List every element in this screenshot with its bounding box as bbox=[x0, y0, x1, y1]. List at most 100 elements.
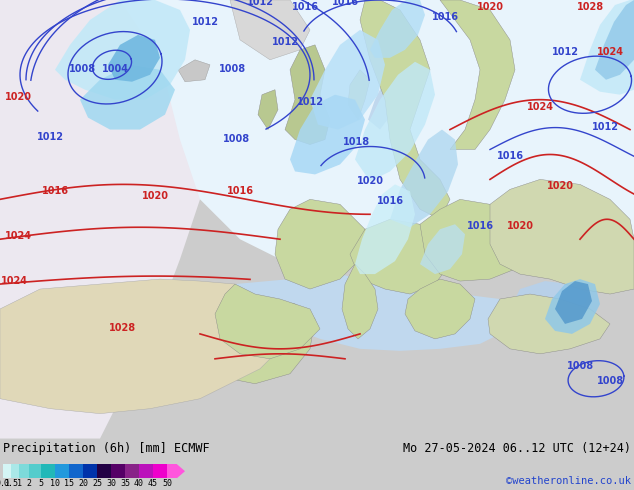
Text: 1024: 1024 bbox=[4, 231, 32, 241]
Bar bbox=[19, 465, 29, 478]
Polygon shape bbox=[0, 279, 280, 414]
Text: 1020: 1020 bbox=[477, 2, 503, 12]
Polygon shape bbox=[405, 279, 475, 339]
Polygon shape bbox=[488, 294, 610, 354]
Text: 1004: 1004 bbox=[101, 64, 129, 74]
Text: 1008: 1008 bbox=[219, 64, 245, 74]
Text: 1020: 1020 bbox=[4, 92, 32, 101]
Text: 1012: 1012 bbox=[297, 97, 323, 107]
Text: 1008: 1008 bbox=[566, 361, 593, 371]
Text: 1016: 1016 bbox=[432, 12, 458, 22]
Polygon shape bbox=[215, 284, 320, 359]
Polygon shape bbox=[355, 184, 415, 274]
Text: 1012: 1012 bbox=[552, 47, 578, 57]
Polygon shape bbox=[545, 279, 600, 334]
Polygon shape bbox=[55, 0, 190, 99]
Text: 1016: 1016 bbox=[496, 151, 524, 162]
Polygon shape bbox=[350, 220, 450, 294]
Polygon shape bbox=[258, 90, 278, 129]
Text: 1024: 1024 bbox=[526, 101, 553, 112]
Text: 1028: 1028 bbox=[110, 323, 136, 333]
Polygon shape bbox=[342, 264, 378, 339]
Bar bbox=[69, 465, 83, 478]
Text: 1012: 1012 bbox=[271, 37, 299, 47]
Text: 1016: 1016 bbox=[226, 186, 254, 196]
Text: 10: 10 bbox=[50, 479, 60, 488]
Text: Precipitation (6h) [mm] ECMWF: Precipitation (6h) [mm] ECMWF bbox=[3, 441, 210, 455]
Polygon shape bbox=[420, 199, 530, 281]
Text: 20: 20 bbox=[78, 479, 88, 488]
Text: 0.5: 0.5 bbox=[4, 479, 18, 488]
Polygon shape bbox=[108, 35, 160, 82]
Polygon shape bbox=[390, 129, 458, 227]
Text: 1008: 1008 bbox=[68, 64, 96, 74]
Text: 1016: 1016 bbox=[467, 221, 493, 231]
Text: 1020: 1020 bbox=[507, 221, 533, 231]
Text: 1012: 1012 bbox=[592, 122, 619, 132]
Polygon shape bbox=[178, 60, 210, 82]
Text: 1016: 1016 bbox=[332, 0, 358, 7]
Text: 1: 1 bbox=[16, 479, 22, 488]
Polygon shape bbox=[420, 224, 465, 274]
Text: 1020: 1020 bbox=[356, 176, 384, 186]
Polygon shape bbox=[360, 0, 450, 220]
Text: 15: 15 bbox=[64, 479, 74, 488]
Text: 1016: 1016 bbox=[292, 2, 318, 12]
Polygon shape bbox=[80, 65, 175, 129]
Bar bbox=[125, 465, 139, 478]
Bar bbox=[3, 465, 11, 478]
Text: Mo 27-05-2024 06..12 UTC (12+24): Mo 27-05-2024 06..12 UTC (12+24) bbox=[403, 441, 631, 455]
Text: 0.1: 0.1 bbox=[0, 479, 11, 488]
Polygon shape bbox=[310, 30, 385, 129]
Text: 30: 30 bbox=[106, 479, 116, 488]
Polygon shape bbox=[355, 62, 435, 181]
Text: 1008: 1008 bbox=[223, 134, 250, 144]
Polygon shape bbox=[580, 0, 634, 95]
Polygon shape bbox=[275, 199, 365, 289]
Polygon shape bbox=[285, 45, 330, 145]
Bar bbox=[167, 465, 177, 478]
Bar bbox=[83, 465, 97, 478]
Bar bbox=[153, 465, 167, 478]
Text: 1016: 1016 bbox=[41, 186, 68, 196]
Text: 35: 35 bbox=[120, 479, 130, 488]
Bar bbox=[111, 465, 125, 478]
Bar bbox=[11, 465, 19, 478]
Text: 1020: 1020 bbox=[467, 0, 493, 2]
Polygon shape bbox=[490, 179, 634, 294]
Text: 1016: 1016 bbox=[377, 196, 403, 206]
Polygon shape bbox=[370, 0, 425, 58]
Text: 1028: 1028 bbox=[576, 2, 604, 12]
Polygon shape bbox=[0, 0, 634, 279]
Bar bbox=[29, 465, 41, 478]
Text: 1018: 1018 bbox=[344, 137, 370, 147]
Polygon shape bbox=[515, 281, 590, 309]
Text: 40: 40 bbox=[134, 479, 144, 488]
Text: 2: 2 bbox=[27, 479, 32, 488]
Text: 25: 25 bbox=[92, 479, 102, 488]
Text: 1020: 1020 bbox=[547, 181, 574, 192]
Bar bbox=[97, 465, 111, 478]
Text: 1020: 1020 bbox=[141, 191, 169, 201]
Polygon shape bbox=[0, 0, 240, 439]
Text: 45: 45 bbox=[148, 479, 158, 488]
Bar bbox=[55, 465, 69, 478]
Polygon shape bbox=[440, 0, 515, 149]
Text: 1012: 1012 bbox=[37, 131, 63, 142]
Polygon shape bbox=[348, 70, 370, 120]
Text: 1012: 1012 bbox=[157, 0, 183, 2]
Text: 1008: 1008 bbox=[597, 376, 624, 386]
Polygon shape bbox=[230, 0, 310, 60]
Polygon shape bbox=[368, 40, 420, 129]
Text: ©weatheronline.co.uk: ©weatheronline.co.uk bbox=[506, 476, 631, 486]
Polygon shape bbox=[177, 465, 185, 478]
Text: 1012: 1012 bbox=[247, 0, 273, 7]
Polygon shape bbox=[595, 0, 634, 80]
Polygon shape bbox=[235, 274, 520, 351]
Polygon shape bbox=[555, 281, 592, 324]
Text: 1012: 1012 bbox=[191, 17, 219, 27]
Text: 1024: 1024 bbox=[597, 47, 623, 57]
Text: 1024: 1024 bbox=[1, 276, 27, 286]
Polygon shape bbox=[290, 95, 365, 174]
Bar bbox=[139, 465, 153, 478]
